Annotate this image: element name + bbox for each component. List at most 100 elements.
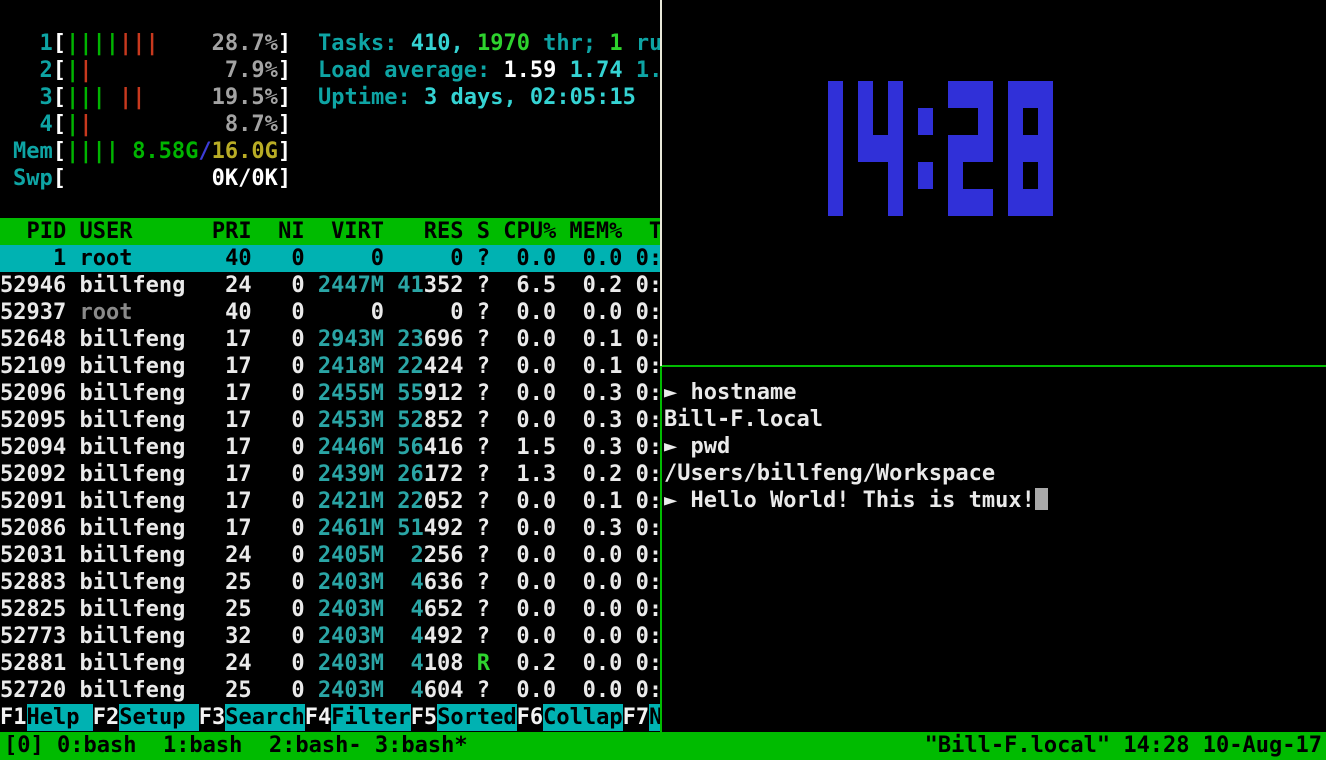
process-row[interactable]: 52648 billfeng 17 0 2943M 23696? 0.0 0.1 0: <box>0 326 662 353</box>
window-list[interactable]: 0:bash 1:bash 2:bash- 3:bash* <box>56 733 468 758</box>
fkey-f5[interactable]: F5Sorted <box>410 704 517 731</box>
meter-value-part: 28.7% <box>211 31 278 56</box>
clock-block <box>1023 81 1038 108</box>
clock-block <box>948 189 963 216</box>
cell-ni: 0 <box>291 516 305 541</box>
summary-segment: Load average: <box>318 58 504 83</box>
header-user[interactable]: USER <box>79 219 133 244</box>
fkey-f6[interactable]: F6Collap <box>516 704 623 731</box>
clock-block <box>978 189 993 216</box>
fkey-f3[interactable]: F3Search <box>198 704 305 731</box>
header-ni[interactable]: NI <box>278 219 305 244</box>
cell-pri: 25 <box>225 597 252 622</box>
header-cpu[interactable]: CPU% <box>503 219 557 244</box>
meter-bars: ||| || <box>66 85 146 110</box>
process-row[interactable]: 52109 billfeng 17 0 2418M 22424? 0.0 0.1 0: <box>0 353 662 380</box>
meter-label: 1 <box>39 31 53 56</box>
shell-pane[interactable]: ► hostname Bill-F.local ► pwd/Users/billfe… <box>664 379 1324 514</box>
meter-open-bracket: [ <box>52 112 66 137</box>
cell-user: billfeng <box>79 327 186 352</box>
cell-user: billfeng <box>79 354 186 379</box>
summary-row: Load average: 1.59 1.74 1. <box>318 57 662 84</box>
process-row[interactable]: 52946 billfeng 24 0 2447M 41352? 6.5 0.2 0: <box>0 272 662 299</box>
cell-time: 0: <box>635 651 662 676</box>
res-prefix: 26 <box>397 462 424 487</box>
cell-virt: 2439M <box>317 462 385 487</box>
res-suffix: 416 <box>423 435 464 460</box>
header-s[interactable]: S <box>476 219 490 244</box>
cell-virt: 2403M <box>317 651 385 676</box>
process-row[interactable]: 52095 billfeng 17 0 2453M 52852? 0.0 0.3 0: <box>0 407 662 434</box>
cell-cpu: 6.5 <box>516 273 557 298</box>
fkey-f7[interactable]: F7N <box>622 704 662 731</box>
cell-virt: 2453M <box>317 408 385 433</box>
cell-user: billfeng <box>79 624 186 649</box>
header-pid[interactable]: PID <box>26 219 67 244</box>
cell-time: 0: <box>635 570 662 595</box>
cell-cpu: 0.0 <box>516 678 557 703</box>
cell-time: 0: <box>635 327 662 352</box>
clock-block <box>1038 108 1053 135</box>
process-row[interactable]: 52094 billfeng 17 0 2446M 56416? 1.5 0.3 0: <box>0 434 662 461</box>
fkey-f4[interactable]: F4Filter <box>304 704 411 731</box>
table-header-row: PID USER PRI NI VIRT RES S CPU% MEM% T <box>0 218 662 245</box>
pane-border-vertical-active[interactable] <box>660 366 662 732</box>
clock-block <box>918 162 933 189</box>
meter-value-part: 19.5% <box>211 85 278 110</box>
terminal-cursor[interactable] <box>1034 488 1048 510</box>
cell-mem: 0.0 <box>582 543 623 568</box>
cell-user: billfeng <box>79 597 186 622</box>
process-row[interactable]: 52096 billfeng 17 0 2455M 55912? 0.0 0.3 0: <box>0 380 662 407</box>
header-virt[interactable]: VIRT <box>331 219 385 244</box>
pane-border-vertical-inactive[interactable] <box>660 0 662 366</box>
pane-border-horizontal-active[interactable] <box>662 365 1326 367</box>
header-mem[interactable]: MEM% <box>569 219 623 244</box>
meter-bar: | <box>105 31 119 56</box>
res-suffix: 108 <box>423 651 464 676</box>
cell-ni: 0 <box>291 651 305 676</box>
prompt-arrow-icon: ► <box>664 488 691 513</box>
cell-cpu: 0.0 <box>516 354 557 379</box>
cell-mem: 0.1 <box>582 327 623 352</box>
process-row[interactable]: 52825 billfeng 25 0 2403M 4652? 0.0 0.0 0: <box>0 596 662 623</box>
clock-block <box>1038 162 1053 189</box>
res-prefix: 52 <box>397 408 424 433</box>
tmux-status-bar: [0] 0:bash 1:bash 2:bash- 3:bash* "Bill-F… <box>0 732 1326 760</box>
process-row[interactable]: 52720 billfeng 25 0 2403M 4604? 0.0 0.0 0: <box>0 677 662 704</box>
process-row[interactable]: 52883 billfeng 25 0 2403M 4636? 0.0 0.0 0: <box>0 569 662 596</box>
clock-block <box>978 135 993 162</box>
clock-block <box>918 108 933 135</box>
process-row[interactable]: 52773 billfeng 32 0 2403M 4492? 0.0 0.0 0: <box>0 623 662 650</box>
process-row[interactable]: 52092 billfeng 17 0 2439M 26172? 1.3 0.2 0: <box>0 461 662 488</box>
clock-block <box>963 189 978 216</box>
process-row[interactable]: 52031 billfeng 24 0 2405M 2256? 0.0 0.0 0: <box>0 542 662 569</box>
cell-virt: 2403M <box>317 678 385 703</box>
fkey-f1[interactable]: F1Help <box>0 704 93 731</box>
process-row[interactable]: 52086 billfeng 17 0 2461M 51492? 0.0 0.3 0: <box>0 515 662 542</box>
process-row[interactable]: 52881 billfeng 24 0 2403M 4108 R 0.2 0.0 0: <box>0 650 662 677</box>
process-row[interactable]: 52091 billfeng 17 0 2421M 22052? 0.0 0.1 0: <box>0 488 662 515</box>
cell-s: ? <box>476 516 490 541</box>
header-pri[interactable]: PRI <box>211 219 252 244</box>
cell-cpu: 0.0 <box>516 597 557 622</box>
meter-bar: | <box>92 139 106 164</box>
meter-label: Mem <box>13 139 53 164</box>
meter-close-bracket: ] <box>277 58 292 83</box>
header-res[interactable]: RES <box>423 219 464 244</box>
summary: Tasks: 410, 1970 thr; 1 ru Load average: … <box>318 30 662 111</box>
cell-pri: 17 <box>225 462 252 487</box>
res-suffix: 424 <box>423 354 464 379</box>
meter-label: 3 <box>39 85 53 110</box>
cell-pid: 52094 <box>0 435 67 460</box>
cell-ni: 0 <box>291 624 305 649</box>
fkey-label: Collap <box>543 704 623 731</box>
clock-colon <box>918 81 933 216</box>
fkey-f2[interactable]: F2Setup <box>92 704 199 731</box>
cell-pid: 52937 <box>0 300 67 325</box>
process-row[interactable]: 1 root 40 0 0 0? 0.0 0.0 0: <box>0 245 662 272</box>
process-row[interactable]: 52937 root 40 0 0 0? 0.0 0.0 0: <box>0 299 662 326</box>
cell-res: 51492 <box>397 515 463 542</box>
cell-s: ? <box>476 327 490 352</box>
meter-row: 2[|| 7.9%] <box>13 57 291 84</box>
header-time[interactable]: T <box>648 219 662 244</box>
